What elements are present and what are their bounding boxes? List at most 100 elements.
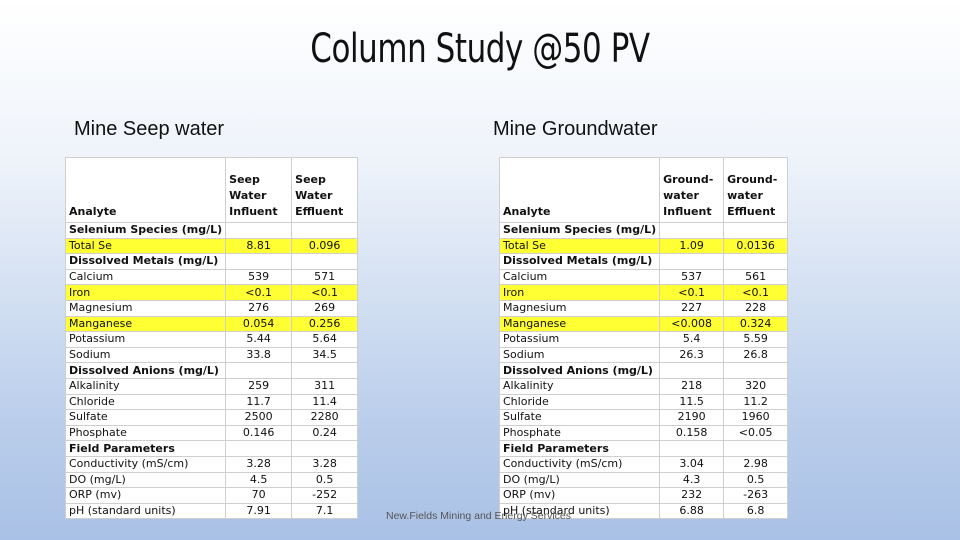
table-row: Calcium 537 561 — [498, 268, 789, 286]
influent-header: Ground-water Influent — [659, 157, 725, 223]
effluent-cell: -252 — [291, 487, 359, 504]
analyte-cell: Total Se — [498, 237, 661, 255]
effluent-cell: <0.05 — [723, 424, 789, 442]
analyte-cell: DO (mg/L) — [64, 471, 227, 489]
analyte-cell: Alkalinity — [498, 377, 661, 395]
effluent-cell — [723, 362, 789, 379]
effluent-cell — [723, 440, 789, 457]
influent-cell: 5.4 — [659, 331, 725, 348]
influent-cell: 4.5 — [225, 471, 293, 489]
influent-cell: 8.81 — [225, 237, 293, 255]
influent-cell: <0.1 — [225, 284, 293, 301]
analyte-cell: Selenium Species (mg/L) — [498, 222, 661, 239]
influent-cell — [659, 362, 725, 379]
effluent-cell: 5.59 — [723, 331, 789, 348]
seep-water-table: Analyte Seep Water Influent Seep Water E… — [64, 157, 359, 520]
influent-cell: 11.7 — [225, 393, 293, 411]
effluent-cell: 561 — [723, 268, 789, 286]
section-row: Dissolved Metals (mg/L) — [64, 253, 359, 270]
influent-cell — [225, 222, 293, 239]
influent-cell — [659, 222, 725, 239]
analyte-cell: Conductivity (mS/cm) — [498, 455, 661, 473]
table-row: Potassium 5.4 5.59 — [498, 331, 789, 348]
effluent-cell: 11.2 — [723, 393, 789, 411]
influent-cell: 3.28 — [225, 455, 293, 473]
analyte-cell: Phosphate — [64, 424, 227, 442]
analyte-header: Analyte — [64, 157, 227, 223]
table-row: Alkalinity 218 320 — [498, 377, 789, 395]
table-row: pH (standard units) 6.88 6.8 — [498, 502, 789, 520]
table-header-row: Analyte Ground-water Influent Ground-wat… — [498, 157, 789, 223]
table-row: Conductivity (mS/cm) 3.04 2.98 — [498, 455, 789, 473]
influent-cell: 33.8 — [225, 346, 293, 364]
seep-water-table-body: Selenium Species (mg/L) Total Se 8.81 0.096… — [64, 222, 359, 520]
effluent-cell: 0.24 — [291, 424, 359, 442]
slide-title: Column Study @50 PV — [310, 26, 650, 72]
analyte-cell: Calcium — [64, 268, 227, 286]
influent-cell: <0.008 — [659, 315, 725, 333]
analyte-cell: Potassium — [64, 331, 227, 348]
influent-cell: 7.91 — [225, 502, 293, 520]
effluent-cell: 0.096 — [291, 237, 359, 255]
analyte-cell: Manganese — [498, 315, 661, 333]
table-row: Sodium 33.8 34.5 — [64, 346, 359, 364]
footer-text: New.Fields Mining and Energy Services — [386, 510, 572, 522]
influent-cell: 232 — [659, 487, 725, 504]
table-row: Iron <0.1 <0.1 — [64, 284, 359, 301]
table-row: DO (mg/L) 4.5 0.5 — [64, 471, 359, 489]
table-row: Manganese 0.054 0.256 — [64, 315, 359, 333]
effluent-cell — [291, 440, 359, 457]
influent-cell: 26.3 — [659, 346, 725, 364]
table-row: Sulfate 2190 1960 — [498, 409, 789, 426]
analyte-cell: Magnesium — [64, 299, 227, 317]
influent-cell: 2500 — [225, 409, 293, 426]
analyte-cell: Magnesium — [498, 299, 661, 317]
table-row: Phosphate 0.158 <0.05 — [498, 424, 789, 442]
effluent-cell: -263 — [723, 487, 789, 504]
analyte-cell: Phosphate — [498, 424, 661, 442]
table-row: Alkalinity 259 311 — [64, 377, 359, 395]
table-row: Manganese <0.008 0.324 — [498, 315, 789, 333]
effluent-cell: 0.256 — [291, 315, 359, 333]
section-row: Dissolved Anions (mg/L) — [498, 362, 789, 379]
analyte-cell: Sodium — [64, 346, 227, 364]
effluent-cell: 320 — [723, 377, 789, 395]
section-row: Dissolved Metals (mg/L) — [498, 253, 789, 270]
table-row: Sulfate 2500 2280 — [64, 409, 359, 426]
table-row: Chloride 11.5 11.2 — [498, 393, 789, 411]
groundwater-table-body: Selenium Species (mg/L) Total Se 1.09 0.013… — [498, 222, 789, 520]
analyte-header: Analyte — [498, 157, 661, 223]
influent-cell: 539 — [225, 268, 293, 286]
influent-cell — [225, 253, 293, 270]
analyte-cell: ORP (mv) — [64, 487, 227, 504]
section-row: Dissolved Anions (mg/L) — [64, 362, 359, 379]
table-row: pH (standard units) 7.91 7.1 — [64, 502, 359, 520]
influent-cell: 0.054 — [225, 315, 293, 333]
analyte-cell: Sodium — [498, 346, 661, 364]
effluent-cell: 269 — [291, 299, 359, 317]
analyte-cell: DO (mg/L) — [498, 471, 661, 489]
table-row: Magnesium 227 228 — [498, 299, 789, 317]
influent-cell: <0.1 — [659, 284, 725, 301]
table-row: Total Se 1.09 0.0136 — [498, 237, 789, 255]
influent-cell — [659, 440, 725, 457]
effluent-cell — [291, 253, 359, 270]
section-row: Field Parameters — [64, 440, 359, 457]
table-row: DO (mg/L) 4.3 0.5 — [498, 471, 789, 489]
section-row: Selenium Species (mg/L) — [498, 222, 789, 239]
influent-cell: 276 — [225, 299, 293, 317]
influent-cell — [225, 362, 293, 379]
effluent-cell: 2.98 — [723, 455, 789, 473]
influent-cell: 70 — [225, 487, 293, 504]
analyte-cell: Chloride — [64, 393, 227, 411]
effluent-cell: 0.5 — [291, 471, 359, 489]
analyte-cell: Iron — [64, 284, 227, 301]
analyte-cell: Iron — [498, 284, 661, 301]
effluent-cell: 7.1 — [291, 502, 359, 520]
analyte-cell: Sulfate — [64, 409, 227, 426]
analyte-cell: Total Se — [64, 237, 227, 255]
analyte-cell: Conductivity (mS/cm) — [64, 455, 227, 473]
influent-cell — [659, 253, 725, 270]
table-row: Total Se 8.81 0.096 — [64, 237, 359, 255]
table-row: Calcium 539 571 — [64, 268, 359, 286]
